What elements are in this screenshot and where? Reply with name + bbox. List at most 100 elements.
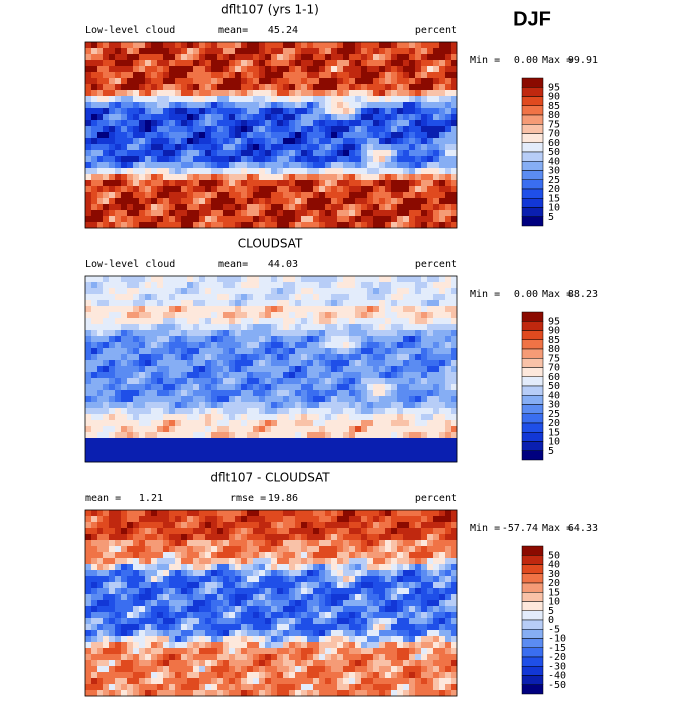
field-cell bbox=[121, 144, 128, 151]
field-cell bbox=[295, 294, 302, 301]
field-cell bbox=[283, 408, 290, 415]
field-cell bbox=[85, 318, 92, 325]
field-cell bbox=[241, 444, 248, 451]
field-cell bbox=[139, 108, 146, 115]
field-cell bbox=[217, 426, 224, 433]
field-cell bbox=[85, 222, 92, 229]
field-cell bbox=[115, 174, 122, 181]
field-cell bbox=[307, 192, 314, 199]
field-cell bbox=[343, 114, 350, 121]
field-cell bbox=[337, 426, 344, 433]
field-cell bbox=[337, 90, 344, 97]
field-cell bbox=[373, 606, 380, 613]
field-cell bbox=[451, 420, 458, 427]
field-cell bbox=[349, 432, 356, 439]
field-cell bbox=[235, 132, 242, 139]
field-cell bbox=[169, 528, 176, 535]
field-cell bbox=[427, 432, 434, 439]
field-cell bbox=[367, 348, 374, 355]
field-cell bbox=[307, 108, 314, 115]
field-cell bbox=[253, 324, 260, 331]
field-cell bbox=[235, 204, 242, 211]
field-cell bbox=[217, 306, 224, 313]
field-cell bbox=[229, 186, 236, 193]
field-cell bbox=[379, 582, 386, 589]
field-cell bbox=[343, 132, 350, 139]
field-cell bbox=[109, 108, 116, 115]
field-cell bbox=[433, 516, 440, 523]
field-cell bbox=[127, 72, 134, 79]
field-cell bbox=[265, 366, 272, 373]
field-cell bbox=[415, 84, 422, 91]
field-cell bbox=[319, 414, 326, 421]
field-cell bbox=[169, 546, 176, 553]
field-cell bbox=[307, 180, 314, 187]
field-cell bbox=[301, 516, 308, 523]
field-cell bbox=[283, 204, 290, 211]
field-cell bbox=[121, 444, 128, 451]
field-cell bbox=[253, 84, 260, 91]
field-cell bbox=[295, 126, 302, 133]
field-cell bbox=[127, 414, 134, 421]
field-cell bbox=[295, 360, 302, 367]
field-cell bbox=[439, 138, 446, 145]
field-cell bbox=[205, 402, 212, 409]
field-cell bbox=[85, 192, 92, 199]
field-cell bbox=[139, 222, 146, 229]
field-cell bbox=[343, 342, 350, 349]
field-cell bbox=[307, 120, 314, 127]
field-cell bbox=[325, 456, 332, 463]
field-cell bbox=[337, 534, 344, 541]
field-cell bbox=[229, 552, 236, 559]
field-cell bbox=[379, 204, 386, 211]
field-cell bbox=[283, 54, 290, 61]
field-cell bbox=[205, 378, 212, 385]
field-cell bbox=[397, 324, 404, 331]
field-cell bbox=[139, 576, 146, 583]
field-cell bbox=[433, 144, 440, 151]
field-cell bbox=[91, 384, 98, 391]
field-cell bbox=[181, 312, 188, 319]
field-cell bbox=[217, 528, 224, 535]
field-cell bbox=[409, 60, 416, 67]
field-cell bbox=[277, 78, 284, 85]
field-cell bbox=[103, 528, 110, 535]
field-cell bbox=[373, 402, 380, 409]
field-cell bbox=[415, 72, 422, 79]
colorbar-label: 50 bbox=[548, 381, 560, 392]
field-cell bbox=[103, 588, 110, 595]
field-cell bbox=[313, 372, 320, 379]
field-cell bbox=[115, 564, 122, 571]
field-cell bbox=[397, 564, 404, 571]
field-cell bbox=[85, 132, 92, 139]
field-cell bbox=[277, 120, 284, 127]
field-cell bbox=[259, 348, 266, 355]
field-cell bbox=[385, 306, 392, 313]
field-cell bbox=[187, 576, 194, 583]
field-cell bbox=[415, 594, 422, 601]
field-cell bbox=[151, 222, 158, 229]
field-cell bbox=[85, 552, 92, 559]
field-cell bbox=[289, 90, 296, 97]
field-cell bbox=[175, 120, 182, 127]
field-cell bbox=[415, 552, 422, 559]
field-cell bbox=[283, 432, 290, 439]
field-cell bbox=[277, 384, 284, 391]
field-cell bbox=[187, 216, 194, 223]
field-cell bbox=[211, 138, 218, 145]
field-cell bbox=[247, 114, 254, 121]
field-cell bbox=[409, 456, 416, 463]
field-cell bbox=[349, 426, 356, 433]
field-cell bbox=[187, 150, 194, 157]
field-cell bbox=[229, 144, 236, 151]
field-cell bbox=[199, 150, 206, 157]
field-cell bbox=[211, 516, 218, 523]
field-cell bbox=[193, 126, 200, 133]
field-cell bbox=[391, 396, 398, 403]
field-cell bbox=[427, 420, 434, 427]
field-cell bbox=[343, 210, 350, 217]
field-cell bbox=[169, 324, 176, 331]
field-cell bbox=[433, 114, 440, 121]
field-cell bbox=[235, 342, 242, 349]
field-cell bbox=[181, 318, 188, 325]
